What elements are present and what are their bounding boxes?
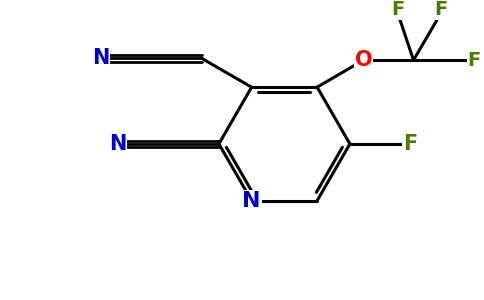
- Text: F: F: [468, 51, 481, 70]
- Text: F: F: [392, 0, 405, 19]
- Text: F: F: [434, 0, 447, 19]
- Text: N: N: [109, 134, 126, 154]
- Text: N: N: [91, 48, 109, 68]
- Text: O: O: [355, 50, 372, 70]
- Text: N: N: [242, 191, 261, 211]
- Text: F: F: [404, 134, 418, 154]
